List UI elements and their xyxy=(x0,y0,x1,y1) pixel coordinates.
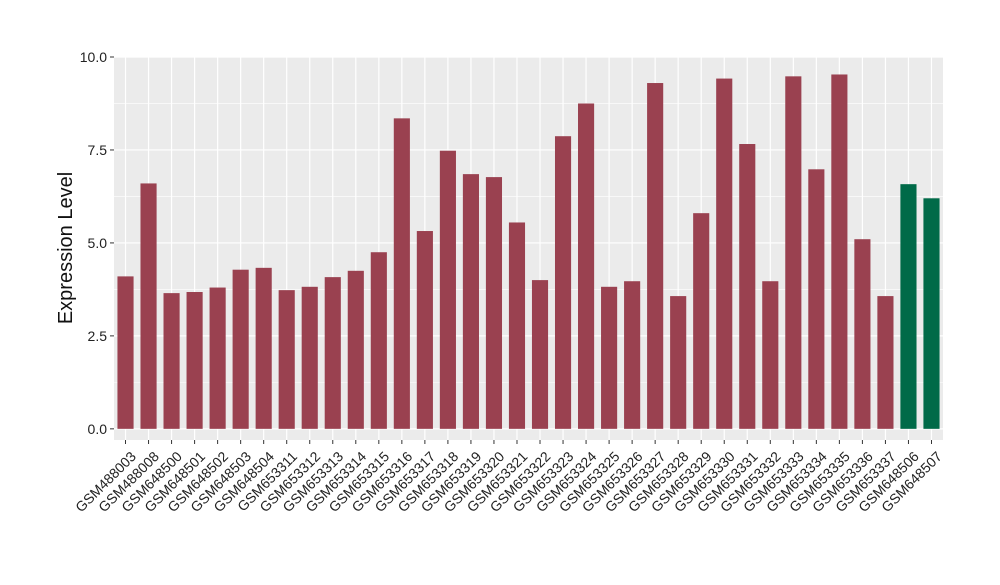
bar xyxy=(232,269,249,429)
y-axis: 0.0 2.5 5.0 7.5 10.0 xyxy=(80,49,114,437)
bar xyxy=(347,270,364,429)
bar xyxy=(140,183,157,429)
bar xyxy=(578,103,595,429)
bar xyxy=(324,277,341,429)
bar xyxy=(785,76,802,429)
bar xyxy=(439,150,456,429)
bar xyxy=(854,239,871,429)
bar xyxy=(255,267,272,429)
bar xyxy=(485,177,503,429)
bar xyxy=(370,252,387,429)
bar xyxy=(278,290,295,429)
bar xyxy=(209,287,226,429)
bars-group xyxy=(117,74,940,429)
bar xyxy=(877,296,894,429)
bar xyxy=(693,213,710,429)
bar xyxy=(117,276,134,429)
bar xyxy=(554,136,572,429)
bar xyxy=(601,286,618,429)
y-axis-title: Expression Level xyxy=(55,172,77,324)
bar xyxy=(923,198,940,429)
bar xyxy=(624,281,641,429)
bar xyxy=(762,281,779,429)
y-tick-label: 10.0 xyxy=(80,49,107,65)
bar xyxy=(531,280,549,429)
bar xyxy=(393,118,410,429)
minor-gridlines xyxy=(114,103,943,383)
y-tick-label: 0.0 xyxy=(88,421,108,437)
bar xyxy=(716,78,733,429)
bar xyxy=(163,293,180,429)
bar xyxy=(508,222,526,429)
y-tick-label: 2.5 xyxy=(88,328,108,344)
bar xyxy=(900,184,917,429)
x-axis: GSM488003GSM488008GSM648500GSM648501GSM6… xyxy=(72,440,945,515)
bar xyxy=(462,174,479,429)
bar xyxy=(808,169,825,429)
bar xyxy=(670,296,687,429)
plot-panel xyxy=(114,57,943,440)
bar xyxy=(831,74,848,429)
bar xyxy=(186,292,203,429)
y-tick-label: 5.0 xyxy=(88,235,108,251)
bar xyxy=(739,144,756,429)
bar xyxy=(416,231,433,429)
bar xyxy=(647,83,664,429)
bar xyxy=(301,286,318,429)
y-tick-label: 7.5 xyxy=(88,142,108,158)
